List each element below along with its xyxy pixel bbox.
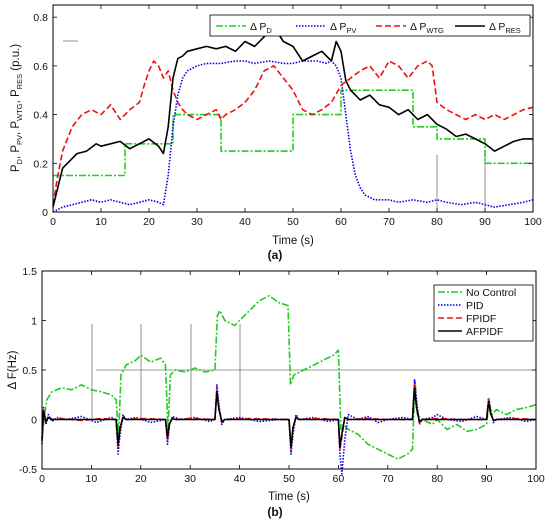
- x-tick-label: 60: [335, 216, 347, 228]
- x-tick-label: 90: [479, 216, 491, 228]
- y-label-part: (p.u.): [10, 44, 22, 74]
- series-line-1-1: [41, 379, 537, 475]
- x-tick-label: 20: [135, 473, 147, 485]
- x-tick-label: 0: [39, 473, 45, 485]
- x-tick-label: 50: [283, 473, 295, 485]
- legend-label-fpidf: FPIDF: [466, 313, 496, 325]
- legend-label-pd: Δ PD: [250, 21, 272, 35]
- legend-label-ppv: Δ PPV: [330, 21, 356, 35]
- y-label-sub: WTG: [15, 103, 24, 121]
- x-tick-label: 90: [481, 473, 493, 485]
- x-tick-label: 10: [86, 473, 98, 485]
- legend-label-base: Δ P: [489, 21, 505, 33]
- legend-label-sub: RES: [505, 26, 520, 35]
- y-label-part: P: [10, 164, 22, 172]
- y-label-sub: PV: [15, 135, 24, 145]
- x-ticks-a: 0 10 20 30 40 50 60 70 80 90 100: [50, 5, 542, 228]
- legend-label-sub: D: [266, 26, 272, 35]
- x-tick-label: 30: [184, 473, 196, 485]
- y-label-part: , P: [10, 121, 22, 135]
- panel-a: 0 10 20 30 40 50 60 70 80 90 100 0 0.2 0.4 0.6 0.8 Tim…: [10, 4, 542, 262]
- panel-b: 0 10 20 30 40 50 60 70 80 90 100 -0.500.511.5 Time…: [7, 266, 545, 519]
- x-tick-label: 100: [527, 473, 545, 485]
- y-tick-label: 1.5: [22, 266, 37, 278]
- x-tick-label: 100: [524, 216, 542, 228]
- legend-label-no-control: No Control: [466, 287, 516, 299]
- x-tick-label: 40: [234, 473, 246, 485]
- x-tick-label: 10: [95, 216, 107, 228]
- series-line-0-0: [53, 89, 533, 177]
- y-tick-label: 0.6: [33, 61, 48, 73]
- y-tick-label: 0.5: [22, 365, 37, 377]
- y-axis-label-a: PD, PPV, PWTG, PRES (p.u.): [10, 44, 24, 172]
- panel-label-b: (b): [267, 505, 282, 519]
- legend-label-sub: PV: [346, 26, 356, 35]
- legend-label-afpidf: AFPIDF: [466, 326, 503, 338]
- legend-label-pid: PID: [466, 300, 484, 312]
- x-tick-label: 60: [333, 473, 345, 485]
- y-axis-label-b: Δ F(Hz): [7, 350, 19, 389]
- x-tick-label: 30: [191, 216, 203, 228]
- y-tick-label: 0.8: [33, 12, 48, 24]
- x-ticks-b: 0 10 20 30 40 50 60 70 80 90 100: [39, 271, 545, 485]
- x-tick-label: 80: [431, 216, 443, 228]
- legend-box-a: [209, 14, 531, 37]
- x-tick-label: 50: [287, 216, 299, 228]
- legend-label-pwtg: Δ PWTG: [410, 21, 444, 35]
- y-tick-label: 0: [31, 415, 37, 427]
- annotation-lines-a: [63, 40, 486, 212]
- x-tick-label: 0: [50, 216, 56, 228]
- y-tick-label: 0.2: [33, 158, 48, 170]
- y-label-part: , P: [10, 145, 22, 159]
- x-axis-label-a: Time (s): [272, 235, 314, 247]
- legend-label-base: Δ P: [330, 21, 346, 33]
- x-tick-label: 80: [431, 473, 443, 485]
- y-tick-label: 1: [31, 316, 37, 328]
- y-ticks-a: 0 0.2 0.4 0.6 0.8: [33, 12, 533, 219]
- x-tick-label: 70: [382, 473, 394, 485]
- legend-label-pres: Δ PRES: [489, 21, 521, 35]
- panel-label-a: (a): [268, 248, 283, 262]
- y-tick-label: 0: [42, 207, 48, 219]
- legend-label-base: Δ P: [410, 21, 426, 33]
- plot-area-a: [53, 5, 533, 212]
- legend-label-base: Δ P: [250, 21, 266, 33]
- y-label-sub: D: [15, 158, 24, 164]
- y-label-part: , P: [10, 89, 22, 103]
- y-tick-label: 0.4: [33, 110, 48, 122]
- x-tick-label: 70: [383, 216, 395, 228]
- x-tick-label: 20: [143, 216, 155, 228]
- series-line-1-0: [41, 294, 537, 460]
- series-line-1-3: [41, 386, 536, 449]
- legend-b: No Control PID FPIDF AFPIDF: [433, 284, 534, 342]
- x-axis-label-b: Time (s): [268, 491, 310, 503]
- x-tick-label: 40: [239, 216, 251, 228]
- series-group-b: [41, 294, 537, 475]
- annotation-lines-b: [91, 324, 536, 419]
- legend-a: Δ PD Δ PPV Δ PWTG Δ PRES: [209, 14, 531, 37]
- legend-label-sub: WTG: [426, 26, 444, 35]
- y-label-sub: RES: [15, 74, 24, 89]
- y-tick-label: -0.5: [19, 464, 37, 476]
